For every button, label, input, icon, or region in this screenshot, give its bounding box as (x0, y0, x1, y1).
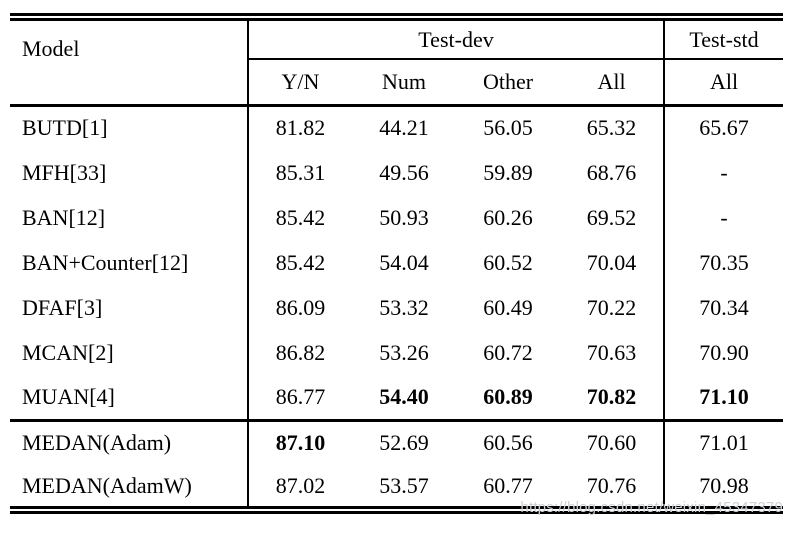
value-cell: 71.10 (699, 383, 749, 409)
model-cell: MFH[33] (10, 150, 249, 195)
value-cell: 87.02 (275, 472, 326, 498)
value-cell: 60.49 (483, 294, 533, 320)
value-cell: 70.04 (560, 240, 665, 285)
test-std-group-header: Test-std (664, 17, 783, 60)
table-row: BAN[12] 85.42 50.93 60.26 69.52 - (10, 195, 783, 240)
table-row: MFH[33] 85.31 49.56 59.89 68.76 - (10, 150, 783, 195)
results-table: Model Test-dev Test-std Y/N Num Other Al… (10, 13, 783, 514)
table-row: BUTD[1] 81.82 44.21 56.05 65.32 65.67 (10, 105, 783, 150)
header-row-groups: Model Test-dev Test-std (10, 17, 783, 107)
value-cell: 70.35 (699, 249, 749, 275)
value-cell: 86.09 (275, 294, 326, 320)
sub-header-all-std: All (664, 59, 783, 107)
sub-header-yn: Y/N (248, 59, 352, 107)
model-cell: MEDAN(AdamW) (10, 465, 249, 510)
value-cell: 70.82 (560, 375, 665, 420)
value-cell: 85.31 (275, 159, 326, 185)
value-cell: 70.90 (699, 339, 749, 365)
value-cell: 44.21 (379, 115, 429, 141)
value-cell: - (720, 159, 728, 185)
value-cell: - (720, 204, 728, 230)
table-row: BAN+Counter[12] 85.42 54.04 60.52 70.04 70.35 (10, 240, 783, 285)
value-cell: 53.26 (379, 339, 429, 365)
table-row: MCAN[2] 86.82 53.26 60.72 70.63 70.90 (10, 330, 783, 375)
value-cell: 70.22 (560, 285, 665, 330)
value-cell: 49.56 (379, 159, 429, 185)
value-cell: 65.67 (699, 115, 749, 141)
sub-header-num: Num (352, 59, 456, 107)
value-cell: 81.82 (275, 115, 326, 141)
model-cell: MCAN[2] (10, 330, 249, 375)
value-cell: 86.77 (275, 383, 326, 409)
value-cell: 60.72 (483, 339, 533, 365)
value-cell: 60.89 (483, 383, 533, 409)
value-cell: 52.69 (352, 418, 456, 465)
model-column-header: Model (10, 17, 249, 107)
value-cell: 69.52 (560, 195, 665, 240)
value-cell: 65.32 (560, 105, 665, 150)
value-cell: 86.82 (275, 339, 326, 365)
model-cell: MUAN[4] (10, 375, 249, 420)
table-body: BUTD[1] 81.82 44.21 56.05 65.32 65.67 MFH[33] 8… (10, 105, 783, 510)
header-row-subcolumns: Y/N Num Other All All (10, 59, 783, 107)
value-cell: 87.10 (248, 418, 352, 465)
value-cell: 54.04 (379, 249, 429, 275)
value-cell: 70.63 (560, 330, 665, 375)
model-cell: MEDAN(Adam) (10, 418, 249, 465)
model-cell: BAN[12] (10, 195, 249, 240)
value-cell: 70.34 (699, 294, 749, 320)
model-cell: BAN+Counter[12] (10, 240, 249, 285)
value-cell: 71.01 (664, 418, 783, 465)
value-cell: 70.60 (560, 418, 665, 465)
value-cell: 53.57 (379, 472, 429, 498)
value-cell: 60.56 (456, 418, 560, 465)
value-cell: 60.77 (483, 472, 533, 498)
table-row: MEDAN(Adam) 87.10 52.69 60.56 70.60 71.01 (10, 418, 783, 465)
model-cell: BUTD[1] (10, 105, 249, 150)
sub-header-all-dev: All (560, 59, 665, 107)
sub-header-other: Other (456, 59, 560, 107)
watermark: https://blog.csdn.net/weixin_45347379 (520, 499, 783, 516)
value-cell: 54.40 (379, 383, 429, 409)
value-cell: 70.76 (560, 465, 665, 510)
value-cell: 85.42 (275, 204, 326, 230)
value-cell: 59.89 (483, 159, 533, 185)
table-row: MEDAN(AdamW) 87.02 53.57 60.77 70.76 70.98 (10, 465, 783, 510)
value-cell: 70.98 (699, 472, 749, 498)
value-cell: 50.93 (379, 204, 429, 230)
value-cell: 56.05 (483, 115, 533, 141)
value-cell: 53.32 (379, 294, 429, 320)
table-row: DFAF[3] 86.09 53.32 60.49 70.22 70.34 (10, 285, 783, 330)
table-row: MUAN[4] 86.77 54.40 60.89 70.82 71.10 (10, 375, 783, 420)
model-cell: DFAF[3] (10, 285, 249, 330)
value-cell: 68.76 (560, 150, 665, 195)
table-header: Model Test-dev Test-std Y/N Num Other Al… (10, 17, 783, 107)
value-cell: 60.52 (483, 249, 533, 275)
value-cell: 85.42 (275, 249, 326, 275)
value-cell: 60.26 (483, 204, 533, 230)
test-dev-group-header: Test-dev (248, 17, 665, 60)
